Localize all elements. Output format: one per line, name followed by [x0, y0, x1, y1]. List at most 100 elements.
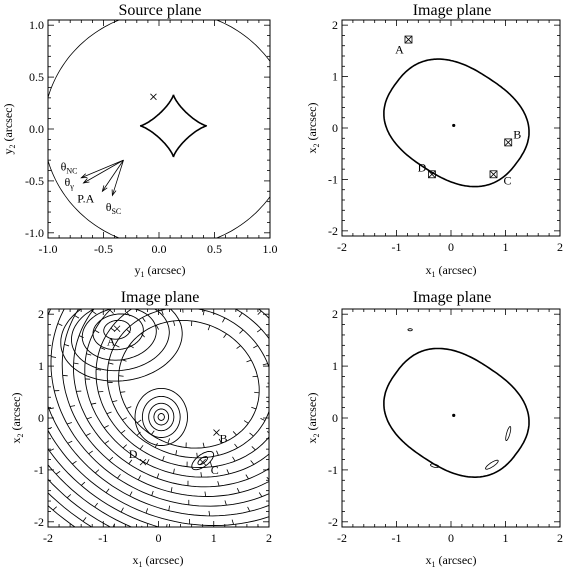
contour-loop-center [134, 387, 188, 446]
contour-tick [340, 263, 344, 266]
x-tick-label: 2 [557, 240, 563, 254]
contour-tick [77, 272, 81, 276]
contour-tick [294, 274, 298, 278]
extended-image [485, 459, 499, 470]
contour-tick [287, 206, 289, 210]
image-plane-contour-panel: Image plane -2 -1 0 1 2 -2 -1 0 1 2 A B C D x1 (arcs… [6, 162, 388, 569]
contour-tick [295, 337, 300, 339]
contour-tick [114, 344, 120, 348]
contour-tick [168, 505, 170, 511]
contour-tick [44, 233, 47, 237]
contour-tick [170, 487, 173, 493]
contour-tick [286, 251, 289, 255]
contour-tick [27, 433, 32, 434]
contour-tick [126, 329, 131, 333]
contour-tick [236, 345, 241, 349]
contour-tick [122, 444, 127, 449]
contour-tick [56, 206, 59, 210]
arrow-label-sub: SC [111, 207, 121, 216]
image-marker [213, 429, 220, 436]
contour-tick [246, 558, 248, 563]
contour-tick [42, 335, 47, 337]
lens-center-dot [452, 123, 456, 128]
contour-tick [354, 499, 358, 502]
contour-tick [249, 432, 254, 437]
contour-tick [299, 317, 303, 320]
contour-tick [354, 431, 359, 432]
contour-tick [257, 310, 262, 315]
contour-tick [248, 230, 250, 235]
contour-tick [86, 416, 92, 420]
x-tick-label: 0.0 [152, 242, 167, 256]
contour-tick [344, 290, 348, 293]
y-tick-label: 0 [332, 411, 338, 425]
contour-tick [204, 491, 207, 497]
contour-tick [142, 317, 146, 322]
contour-tick [271, 446, 275, 449]
contour-tick [155, 324, 160, 330]
contour-tick [359, 475, 363, 477]
contour-tick [262, 363, 268, 366]
contour-tick [224, 500, 227, 506]
contour-tick [313, 255, 317, 259]
y-tick-label: -0.5 [25, 174, 44, 188]
contour-tick [74, 294, 78, 297]
contour-tick [6, 343, 11, 344]
x-tick-label: -2 [337, 240, 347, 254]
contour-tick [216, 450, 219, 456]
contour-tick [239, 329, 244, 334]
critical-curve [383, 58, 530, 188]
contour-tick [315, 527, 318, 531]
arrow-label: θγ [64, 175, 74, 191]
y-tick-label: -1 [328, 172, 338, 186]
contour-tick [126, 312, 131, 317]
contour-tick [157, 168, 158, 173]
contour-tick [70, 405, 76, 407]
contour-tick [313, 453, 317, 455]
panel-title: Image plane [413, 2, 492, 19]
image-marker [428, 171, 436, 178]
contour-tick [210, 286, 211, 291]
contour-tick [293, 405, 298, 406]
contour-tick [298, 296, 302, 299]
contour-tick [96, 368, 102, 371]
contour-tick [383, 461, 388, 463]
extended-image [505, 426, 512, 441]
contour-tick [136, 431, 141, 436]
contour-tick [205, 220, 206, 225]
panel-title: Image plane [413, 289, 492, 306]
image-label: A [107, 335, 116, 349]
contour-tick [243, 420, 249, 424]
contour-tick [226, 469, 230, 475]
contour-outer [61, 309, 269, 497]
x-tick-label: 0 [156, 531, 162, 545]
contour-tick [244, 162, 245, 167]
contour-tick [200, 472, 202, 478]
contour-tick [132, 185, 133, 190]
contour-tick [109, 309, 114, 314]
contour-tick [48, 407, 54, 410]
contour-tick [112, 291, 115, 295]
contour-tick [319, 326, 324, 328]
contour-tick [260, 418, 266, 421]
plot-frame [47, 19, 271, 239]
image-marker [139, 458, 147, 466]
image-plane-panel-bottom: Image plane -2 -1 0 1 2 -2 -1 0 1 2 x1 (arcsec) x… [305, 289, 563, 569]
contour-tick [274, 228, 276, 232]
contour-tick [222, 317, 226, 323]
arrow-label-sub: γ [69, 182, 74, 191]
contour-tick [251, 406, 257, 410]
contour-tick [223, 236, 224, 241]
image-marker [490, 171, 497, 178]
image-label: B [513, 127, 521, 141]
x-tick-label: -1.0 [39, 242, 58, 256]
image-plane-panel-top: Image plane -2 -1 0 1 2 -2 -1 0 1 2 A B C D x1 (arcs… [305, 2, 563, 279]
contour-tick [72, 460, 77, 465]
contour-tick [173, 320, 176, 326]
contour-tick [279, 370, 284, 371]
image-label: C [211, 463, 219, 477]
contour-tick [334, 444, 339, 446]
contour-loop-c [197, 456, 208, 466]
contour-tick [94, 329, 100, 334]
